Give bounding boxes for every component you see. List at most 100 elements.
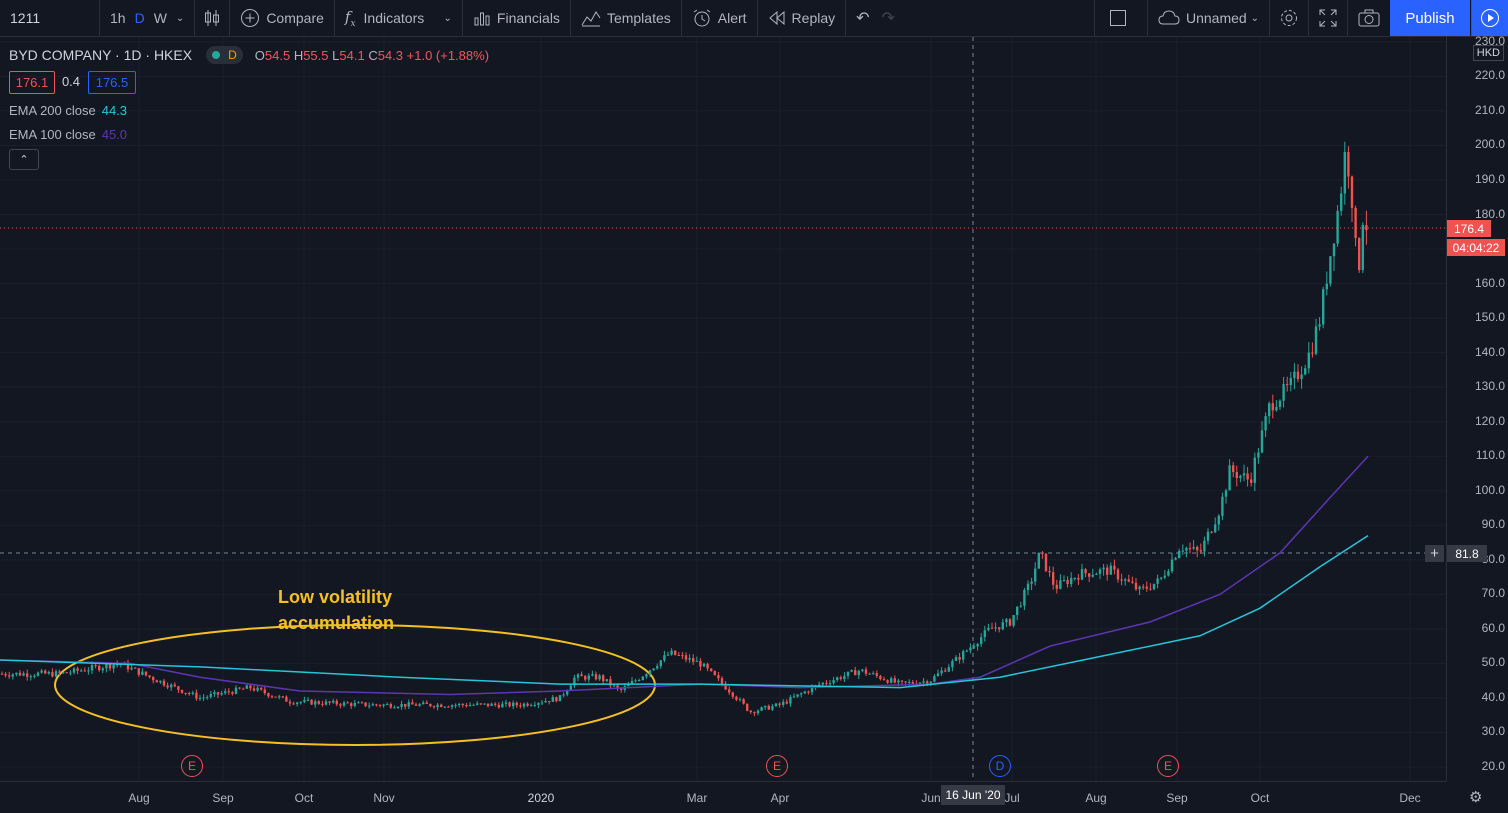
indicators-button[interactable]: fx Indicators ⌄ <box>335 0 463 36</box>
layout-button[interactable]: Unnamed ⌄ <box>1148 0 1270 36</box>
candle-body <box>22 673 25 676</box>
candle-body <box>1228 465 1231 491</box>
undo-icon[interactable]: ↶ <box>856 10 870 27</box>
redo-icon[interactable]: ↷ <box>881 10 895 27</box>
candle-body <box>314 701 317 705</box>
symbol-search[interactable]: 1211 <box>0 0 100 36</box>
candle-body <box>152 677 155 681</box>
collapse-legend-button[interactable]: ⌃ <box>9 149 39 170</box>
chevron-down-icon[interactable]: ⌄ <box>443 12 452 24</box>
candle-body <box>641 676 644 680</box>
candle-body <box>1005 619 1008 623</box>
dividend-marker[interactable]: D <box>989 755 1011 777</box>
candle-body <box>198 697 202 699</box>
earnings-marker[interactable]: E <box>181 755 203 777</box>
fullscreen-button[interactable] <box>1309 0 1348 36</box>
chart-type-button[interactable] <box>195 0 231 36</box>
candle-body <box>65 672 68 674</box>
candle-body <box>1336 210 1339 244</box>
currency-label[interactable]: HKD <box>1472 45 1504 61</box>
candle-body <box>15 672 18 675</box>
candle-body <box>990 627 994 629</box>
candle-body <box>0 673 4 675</box>
ema100-legend[interactable]: EMA 100 close 45.0 <box>9 127 127 142</box>
interval-1h[interactable]: 1h <box>110 10 126 26</box>
candle-body <box>555 697 558 702</box>
snapshot-button[interactable] <box>1348 0 1390 36</box>
chevron-down-icon[interactable]: ⌄ <box>1250 12 1259 24</box>
interval-d[interactable]: D <box>134 10 145 26</box>
candle-body <box>54 671 58 677</box>
candle-body <box>504 702 508 704</box>
time-axis[interactable]: Dec Oct Sep Aug Jul Jun Apr Mar 2020 Nov Oct Sep Aug… <box>0 781 1482 813</box>
candle-body <box>72 668 76 673</box>
publish-button[interactable]: Publish <box>1390 0 1470 36</box>
candle-body <box>490 703 493 706</box>
candle-body <box>1088 573 1091 577</box>
play-button[interactable] <box>1471 0 1508 36</box>
earnings-marker[interactable]: E <box>766 755 788 777</box>
market-status[interactable]: D <box>206 46 243 64</box>
top-toolbar: 1211 1h D W ⌄ Compare fx Indicators ⌄ Fi… <box>0 0 1508 37</box>
candle-body <box>170 684 173 688</box>
price-chart[interactable] <box>0 37 1446 781</box>
ema200-legend[interactable]: EMA 200 close 44.3 <box>9 103 127 118</box>
candle-body <box>1304 368 1307 375</box>
financials-button[interactable]: Financials <box>463 0 571 36</box>
replay-button[interactable]: Replay <box>758 0 847 36</box>
candle-body <box>1026 583 1030 591</box>
templates-button[interactable]: Templates <box>571 0 682 36</box>
candle-body <box>1311 352 1314 354</box>
candle-body <box>1246 473 1249 480</box>
candle-body <box>447 706 450 708</box>
settings-button[interactable] <box>1270 0 1309 36</box>
add-alert-plus-icon[interactable]: + <box>1425 545 1444 562</box>
candle-body <box>256 687 259 691</box>
ema100-value: 45.0 <box>101 127 128 142</box>
time-tick-label: Aug <box>1085 791 1107 805</box>
camera-icon <box>1358 9 1380 27</box>
price-tick-label: 60.0 <box>1481 620 1505 635</box>
candle-body <box>980 637 983 645</box>
candle-body <box>515 702 518 706</box>
candle-body <box>1134 582 1138 590</box>
candle-body <box>717 675 720 679</box>
candle-body <box>1347 152 1350 177</box>
candle-body <box>1034 568 1037 582</box>
candle-body <box>1268 403 1271 417</box>
candle-body <box>375 704 378 706</box>
expand-icon <box>1319 9 1337 27</box>
candle-body <box>1048 570 1051 573</box>
earnings-marker[interactable]: E <box>1157 755 1179 777</box>
candle-body <box>1127 579 1130 582</box>
candle-body <box>461 703 464 706</box>
symbol-title[interactable]: BYD COMPANY · 1D · HKEX <box>9 47 193 63</box>
candle-body <box>645 674 648 677</box>
fullscreen-select-button[interactable] <box>1094 0 1148 36</box>
candle-body <box>1253 457 1256 483</box>
price-axis[interactable]: 230.0220.0210.0200.0190.0180.0170.0160.0… <box>1446 34 1508 781</box>
candle-body <box>443 706 446 708</box>
ask-box[interactable]: 176.5 <box>88 71 136 94</box>
candle-body <box>404 703 407 707</box>
settings-gear-icon[interactable]: ⚙ <box>1469 789 1483 806</box>
interval-w[interactable]: W <box>153 10 167 26</box>
alert-button[interactable]: Alert <box>682 0 758 36</box>
candle-body <box>731 692 734 697</box>
candle-body <box>864 669 868 674</box>
high-value: 55.5 <box>303 47 329 63</box>
candle-body <box>702 663 706 667</box>
candle-body <box>526 703 529 706</box>
candle-body <box>872 673 875 675</box>
chevron-down-icon[interactable]: ⌄ <box>175 12 185 24</box>
candle-body <box>897 680 900 683</box>
candle-body <box>342 702 346 706</box>
candle-body <box>976 644 979 647</box>
candle-body <box>684 655 688 660</box>
candle-body <box>227 691 230 693</box>
annotation-text[interactable]: Low volatility accumulation <box>278 584 478 636</box>
bid-box[interactable]: 176.1 <box>9 71 55 94</box>
candle-body <box>274 696 277 698</box>
candle-body <box>1037 552 1040 569</box>
compare-button[interactable]: Compare <box>230 0 335 36</box>
